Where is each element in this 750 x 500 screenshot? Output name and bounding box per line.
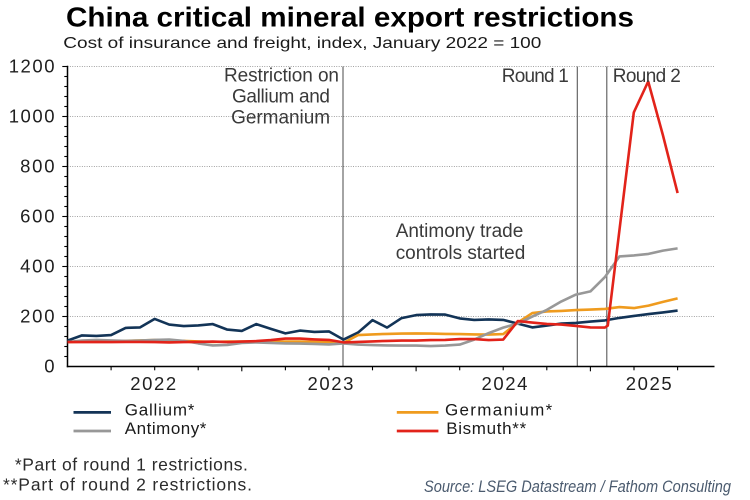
svg-text:**Part of round 2 restrictions: **Part of round 2 restrictions. (3, 474, 252, 494)
svg-text:600: 600 (20, 205, 54, 226)
svg-text:Round 1: Round 1 (502, 66, 569, 87)
svg-text:Round 2: Round 2 (613, 66, 681, 87)
svg-text:0: 0 (44, 355, 54, 376)
svg-text:Antimony trade: Antimony trade (396, 221, 524, 242)
svg-text:Gallium*: Gallium* (125, 401, 195, 420)
svg-text:1000: 1000 (9, 105, 55, 126)
svg-text:400: 400 (20, 255, 54, 276)
svg-text:Cost of insurance and freight,: Cost of insurance and freight, index, Ja… (63, 35, 541, 52)
svg-text:Source: LSEG Datastream / Fath: Source: LSEG Datastream / Fathom Consult… (424, 477, 731, 496)
svg-text:Germanium: Germanium (231, 108, 330, 129)
svg-text:1200: 1200 (9, 55, 55, 76)
svg-text:2022: 2022 (130, 373, 176, 394)
svg-text:800: 800 (20, 155, 54, 176)
svg-text:2025: 2025 (626, 373, 672, 394)
svg-text:2023: 2023 (308, 373, 354, 394)
svg-text:Germanium*: Germanium* (445, 401, 553, 420)
svg-text:Bismuth**: Bismuth** (446, 419, 526, 438)
svg-text:China critical mineral export: China critical mineral export restrictio… (66, 2, 634, 33)
svg-text:Restriction on: Restriction on (224, 66, 339, 87)
svg-text:Gallium and: Gallium and (232, 87, 330, 108)
svg-text:*Part of round 1 restrictions.: *Part of round 1 restrictions. (15, 455, 248, 475)
svg-text:controls started: controls started (396, 243, 526, 264)
svg-text:2024: 2024 (482, 373, 528, 394)
svg-text:200: 200 (20, 305, 54, 326)
svg-text:Antimony*: Antimony* (125, 419, 207, 438)
